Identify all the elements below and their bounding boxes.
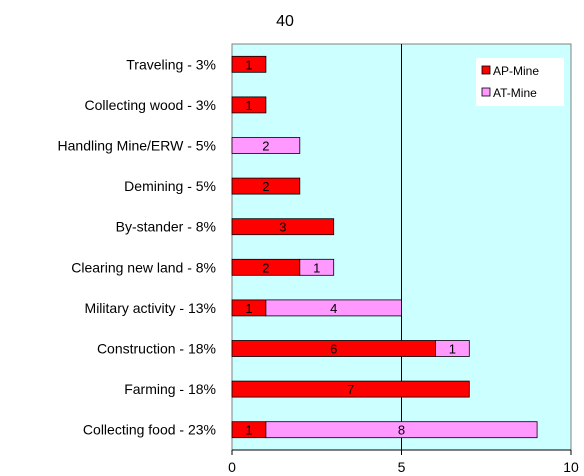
bar-ap-mine xyxy=(231,177,301,195)
bar-at-mine xyxy=(231,137,301,154)
x-axis: 0 5 10 xyxy=(228,449,579,475)
data-label: 1 xyxy=(449,342,456,357)
category-label: Handling Mine/ERW - 5% xyxy=(58,138,216,154)
chart-title: 40 xyxy=(276,13,294,30)
bar-ap-mine xyxy=(231,218,335,236)
legend-swatch-ap-mine xyxy=(481,65,491,75)
category-label: Traveling - 3% xyxy=(126,56,216,72)
category-label: Farming - 18% xyxy=(124,381,216,397)
category-label: Construction - 18% xyxy=(97,341,216,357)
x-tick-label: 0 xyxy=(228,459,236,475)
bar-at-mine xyxy=(265,299,402,317)
legend-label-at-mine: AT-Mine xyxy=(493,86,537,100)
data-label: 1 xyxy=(245,98,252,113)
data-label: 8 xyxy=(398,423,405,438)
x-tick-label: 10 xyxy=(563,459,579,475)
bar-ap-mine xyxy=(231,380,470,398)
category-labels: Traveling - 3% Collecting wood - 3% Handli… xyxy=(58,56,216,437)
bar-at-mine xyxy=(265,421,538,439)
data-label: 3 xyxy=(279,220,286,235)
category-label: By-stander - 8% xyxy=(116,219,216,235)
data-label: 4 xyxy=(330,301,337,316)
bar-ap-mine xyxy=(231,96,267,114)
data-label: 2 xyxy=(262,139,269,154)
bar-ap-mine xyxy=(231,55,267,73)
category-label: Demining - 5% xyxy=(124,178,216,194)
data-label: 6 xyxy=(330,342,337,357)
data-label: 2 xyxy=(262,260,269,275)
category-label: Military activity - 13% xyxy=(85,300,216,316)
legend-swatch-at-mine xyxy=(481,87,491,97)
category-label: Collecting food - 23% xyxy=(83,422,216,438)
category-label: Clearing new land - 8% xyxy=(71,259,216,275)
legend: AP-Mine AT-Mine xyxy=(476,58,564,106)
category-label: Collecting wood - 3% xyxy=(84,97,216,113)
data-label: 2 xyxy=(262,179,269,194)
data-label: 1 xyxy=(245,57,252,72)
bar-at-mine xyxy=(434,340,470,357)
legend-box xyxy=(476,58,564,106)
data-label: 1 xyxy=(313,260,320,275)
legend-label-ap-mine: AP-Mine xyxy=(493,64,539,78)
data-label: 7 xyxy=(347,382,354,397)
bar-at-mine xyxy=(299,258,335,276)
bars: 1 1 2 2 3 2 1 1 4 6 1 7 1 8 xyxy=(231,55,538,439)
x-tick-label: 5 xyxy=(398,459,406,475)
data-label: 1 xyxy=(245,301,252,316)
data-label: 1 xyxy=(245,423,252,438)
